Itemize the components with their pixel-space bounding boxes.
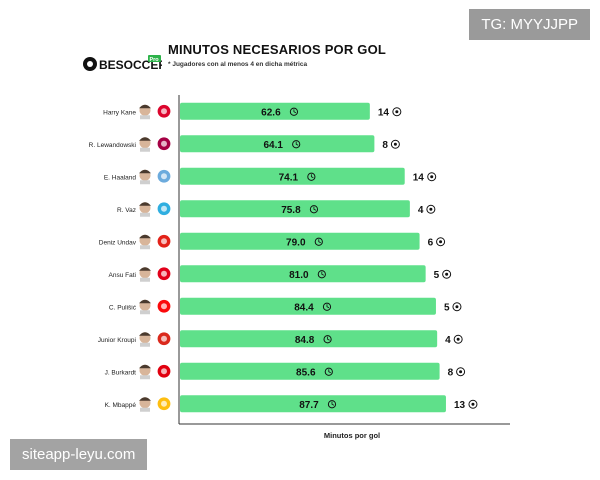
bar (180, 102, 370, 120)
chart-subtitle: * Jugadores con al menos 4 en dicha métr… (168, 61, 308, 68)
football-icon (390, 139, 400, 149)
bar-value-label: 84.8 (295, 335, 315, 346)
man-city-crest-icon (156, 168, 172, 184)
clock-icon (289, 107, 299, 116)
bournemouth-crest-icon (156, 331, 172, 347)
category-label: Ansu Fati (109, 272, 136, 279)
player-avatar (139, 397, 151, 412)
goals-label: 5 (444, 302, 450, 313)
besoccer-logo: BESOCCER Pro (83, 55, 162, 72)
football-icon (426, 204, 436, 214)
bar (180, 135, 375, 153)
football-icon (427, 172, 437, 182)
barcelona-crest-icon (156, 136, 172, 152)
logo-badge: Pro (150, 57, 160, 63)
category-label: Junior Kroupi (98, 337, 136, 344)
player-avatar (139, 364, 151, 380)
goals-label: 8 (382, 140, 388, 151)
bar-value-label: 84.4 (294, 302, 314, 313)
category-label: R. Lewandowski (89, 142, 136, 149)
category-label: K. Mbappé (105, 402, 137, 409)
football-icon (453, 334, 463, 344)
bar (180, 200, 410, 218)
player-avatar (139, 169, 151, 185)
milan-crest-icon (156, 298, 172, 314)
football-icon (436, 237, 446, 247)
watermark-bottom-left: siteapp-leyu.com (10, 439, 148, 470)
category-label: C. Pulišić (109, 304, 137, 311)
bar-value-label: 87.7 (299, 400, 319, 411)
player-avatar (139, 137, 151, 152)
clock-icon (292, 140, 301, 149)
frankfurt-crest-icon (156, 363, 172, 379)
football-icon (452, 302, 462, 312)
clock-icon (322, 302, 332, 311)
clock-icon (309, 205, 319, 214)
bar (180, 395, 446, 413)
x-axis-title: Minutos por gol (324, 431, 380, 440)
bar (180, 330, 438, 348)
bar-value-label: 74.1 (279, 172, 299, 183)
real-madrid-crest-icon (156, 396, 172, 412)
stuttgart-crest-icon (156, 233, 172, 249)
category-label: R. Vaz (117, 207, 136, 214)
clock-icon (307, 172, 316, 181)
clock-icon (327, 400, 337, 409)
bar (180, 362, 440, 380)
clock-icon (324, 367, 333, 376)
player-avatar (139, 299, 151, 315)
goals-label: 13 (454, 400, 466, 411)
chart-title: MINUTOS NECESARIOS POR GOL (168, 42, 387, 57)
bar-value-label: 79.0 (286, 237, 306, 248)
bar (180, 232, 420, 250)
logo-text: BESOCCER (99, 58, 162, 72)
football-icon (392, 107, 402, 117)
goals-label: 14 (413, 172, 425, 183)
bayern-crest-icon (156, 103, 172, 119)
football-icon (442, 269, 452, 279)
clock-icon (314, 237, 323, 246)
football-icon (468, 399, 478, 409)
monaco-crest-icon (156, 266, 172, 282)
bar-value-label: 64.1 (263, 140, 283, 151)
marseille-crest-icon (156, 201, 172, 217)
category-label: Deniz Undav (99, 239, 137, 246)
goals-label: 4 (445, 335, 451, 346)
bar (180, 297, 436, 315)
player-avatar (139, 104, 151, 120)
goals-label: 4 (418, 205, 424, 216)
bar-value-label: 85.6 (296, 367, 316, 378)
goals-label: 6 (428, 237, 434, 248)
player-avatar (139, 267, 151, 282)
clock-icon (323, 335, 332, 344)
goals-label: 5 (434, 270, 440, 281)
category-label: J. Burkardt (105, 369, 137, 376)
player-avatar (139, 332, 151, 347)
category-label: Harry Kane (103, 109, 136, 116)
bar-value-label: 81.0 (289, 270, 309, 281)
bar-value-label: 75.8 (281, 205, 301, 216)
category-label: E. Haaland (104, 174, 137, 181)
watermark-top-right: TG: MYYJJPP (469, 9, 590, 40)
player-avatar (139, 234, 151, 250)
clock-icon (317, 270, 326, 279)
bar (180, 167, 405, 185)
bar-value-label: 62.6 (261, 107, 281, 118)
goals-label: 14 (378, 107, 390, 118)
goals-label: 8 (448, 367, 454, 378)
player-avatar (139, 202, 151, 217)
football-icon (456, 367, 466, 377)
bar (180, 265, 426, 283)
